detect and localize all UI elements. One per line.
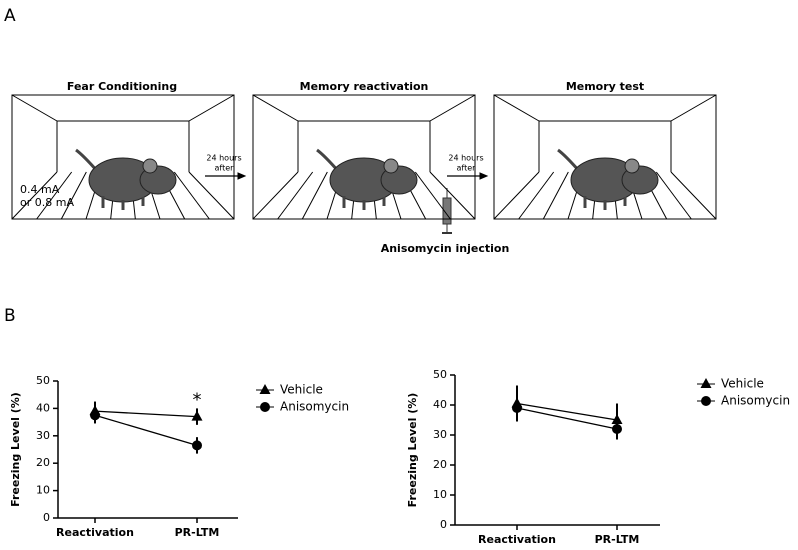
mouse-ear <box>383 158 399 174</box>
x-tick-label: Reactivation <box>56 526 134 539</box>
series-line <box>516 402 618 421</box>
floor-bar <box>277 171 314 220</box>
y-tick-label: 30 <box>433 428 447 441</box>
marker <box>90 410 100 421</box>
chamber <box>252 94 476 220</box>
y-tick-label: 10 <box>433 488 447 501</box>
y-tick-label: 30 <box>36 429 50 442</box>
mouse-legs <box>342 196 386 210</box>
x-tick-label: PR-LTM <box>175 526 220 539</box>
shock-label: or 0.8 mA <box>20 196 74 209</box>
legend-marker <box>701 396 711 406</box>
box-title: Memory reactivation <box>300 80 429 93</box>
y-tick-label: 20 <box>433 458 447 471</box>
marker <box>612 424 622 434</box>
marker <box>192 440 202 451</box>
series-line <box>516 407 618 430</box>
series-line <box>94 414 198 447</box>
legend-marker <box>700 378 712 388</box>
mouse-ear <box>624 158 640 174</box>
panel-label: B <box>4 306 16 326</box>
legend-label: Anisomycin <box>721 394 790 408</box>
floor-bar <box>60 171 87 220</box>
chamber-edge <box>11 94 235 220</box>
x-tick-label: Reactivation <box>478 533 556 546</box>
y-tick-label: 10 <box>36 484 50 497</box>
mouse-legs <box>101 196 145 210</box>
chamber-edge <box>493 94 717 220</box>
floor-bar <box>414 171 451 220</box>
legend-label: Vehicle <box>721 377 764 391</box>
legend-label: Vehicle <box>280 383 323 397</box>
arrow-label: 24 hours <box>448 154 483 163</box>
y-tick-label: 40 <box>36 401 50 414</box>
floor-bar <box>655 171 692 220</box>
mouse-legs <box>583 196 627 210</box>
legend-marker <box>260 402 270 412</box>
floor-bar <box>518 171 555 220</box>
y-tick-label: 40 <box>433 398 447 411</box>
chamber <box>493 94 717 220</box>
box-title: Memory test <box>566 80 644 93</box>
floor-bar <box>36 171 73 220</box>
y-axis-label: Freezing Level (%) <box>406 393 419 508</box>
syringe <box>442 188 452 234</box>
marker <box>512 403 522 413</box>
arrow-label: after <box>457 164 477 173</box>
chamber-edge <box>252 94 476 220</box>
floor-bar <box>173 171 210 220</box>
y-axis-label: Freezing Level (%) <box>9 392 22 507</box>
floor-bar <box>301 171 328 220</box>
y-tick-label: 20 <box>36 456 50 469</box>
annotation: * <box>193 389 202 410</box>
y-tick-label: 50 <box>433 368 447 381</box>
legend-marker <box>259 384 271 394</box>
marker <box>191 410 203 421</box>
chamber <box>11 94 235 220</box>
mouse-ear <box>142 158 158 174</box>
y-tick-label: 0 <box>43 511 50 524</box>
arrow-label: after <box>215 164 235 173</box>
y-tick-label: 0 <box>440 518 447 531</box>
injection-label: Anisomycin injection <box>381 242 510 255</box>
y-tick-label: 50 <box>36 374 50 387</box>
arrow-label: 24 hours <box>206 154 241 163</box>
box-title: Fear Conditioning <box>67 80 177 93</box>
panel-label: A <box>4 6 16 26</box>
x-tick-label: PR-LTM <box>595 533 640 546</box>
floor-bar <box>542 171 569 220</box>
legend-label: Anisomycin <box>280 400 349 414</box>
series-line <box>94 410 198 418</box>
